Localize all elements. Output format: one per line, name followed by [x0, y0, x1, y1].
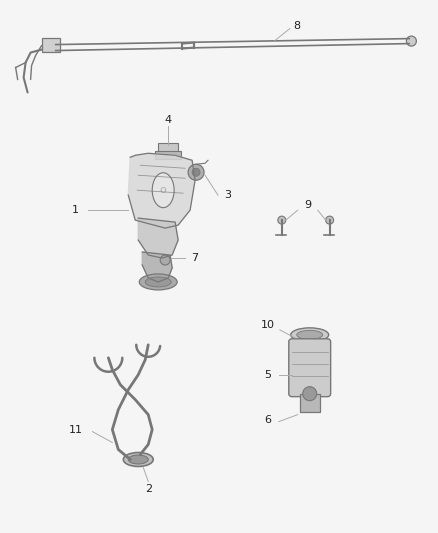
Circle shape	[406, 36, 417, 46]
Text: 9: 9	[304, 200, 311, 210]
Ellipse shape	[152, 173, 174, 208]
Circle shape	[188, 164, 204, 180]
Text: 3: 3	[224, 190, 231, 200]
Polygon shape	[138, 218, 178, 258]
Ellipse shape	[291, 328, 328, 342]
Text: 7: 7	[191, 253, 199, 263]
Text: 5: 5	[265, 370, 272, 379]
Ellipse shape	[297, 330, 323, 340]
Text: 6: 6	[265, 415, 272, 425]
Bar	[300, 394, 320, 411]
Text: 2: 2	[145, 484, 152, 495]
Circle shape	[326, 216, 334, 224]
Text: 10: 10	[261, 320, 275, 330]
Circle shape	[192, 168, 200, 176]
Ellipse shape	[124, 453, 153, 466]
Text: 1: 1	[72, 205, 79, 215]
Circle shape	[160, 255, 170, 265]
Text: 11: 11	[68, 425, 82, 434]
Ellipse shape	[128, 455, 148, 464]
Circle shape	[278, 216, 286, 224]
Ellipse shape	[139, 274, 177, 290]
Circle shape	[303, 386, 317, 401]
Bar	[42, 38, 60, 52]
Bar	[155, 151, 181, 159]
Polygon shape	[128, 154, 195, 228]
Bar	[158, 143, 178, 154]
Text: 4: 4	[165, 115, 172, 125]
FancyBboxPatch shape	[289, 339, 331, 397]
Text: o: o	[160, 185, 166, 195]
Text: 8: 8	[293, 21, 300, 30]
Polygon shape	[142, 252, 172, 282]
Ellipse shape	[145, 277, 171, 287]
